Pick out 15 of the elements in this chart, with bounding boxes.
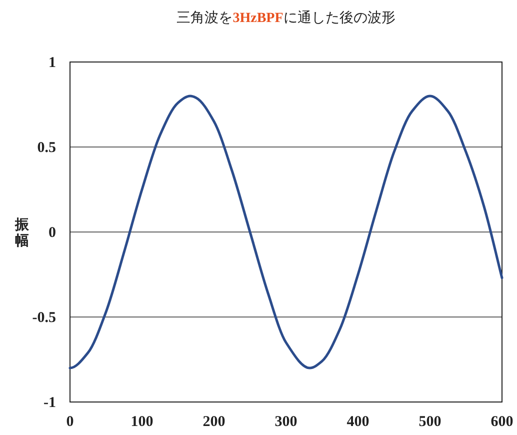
x-tick-label: 600	[490, 414, 514, 430]
x-tick-label: 0	[66, 414, 74, 430]
chart-title: 三角波を3HzBPFに通した後の波形	[176, 10, 396, 26]
y-tick-label: 0.5	[37, 140, 56, 156]
y-tick-label: -1	[44, 395, 56, 411]
y-tick-label: -0.5	[32, 310, 56, 326]
line-series	[68, 94, 504, 370]
y-tick-label: 0	[48, 225, 56, 241]
y-axis-title: 振幅	[14, 217, 30, 249]
x-tick-label: 200	[202, 414, 226, 430]
x-tick-label: 500	[418, 414, 442, 430]
x-tick-label: 100	[130, 414, 154, 430]
y-tick-label: 1	[48, 55, 56, 71]
x-tick-label: 300	[274, 414, 298, 430]
x-tick-label: 400	[346, 414, 370, 430]
